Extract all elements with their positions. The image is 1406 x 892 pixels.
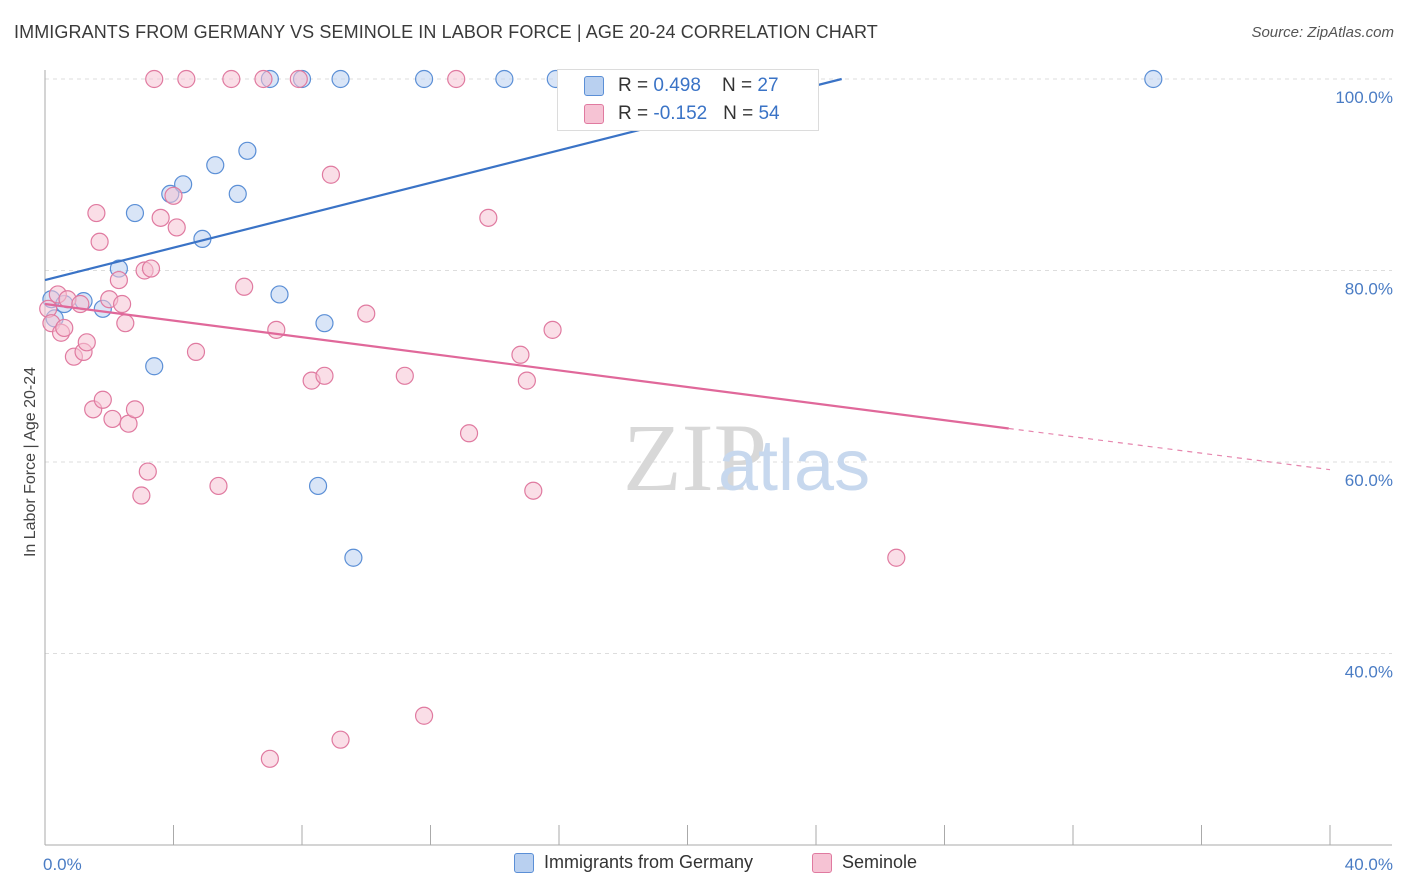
data-points xyxy=(39,69,1163,768)
y-tick-label: 80.0% xyxy=(1345,280,1393,299)
legend-item-seminole[interactable]: Seminole xyxy=(812,852,917,873)
n-value: 54 xyxy=(758,103,780,124)
data-point-blue xyxy=(331,69,350,89)
data-point-blue xyxy=(125,203,145,223)
data-point-pink xyxy=(331,730,350,749)
data-point-pink xyxy=(395,366,414,385)
data-point-pink xyxy=(315,366,334,385)
data-point-pink xyxy=(151,208,170,227)
n-value: 27 xyxy=(757,75,779,96)
y-tick-label: 100.0% xyxy=(1335,88,1393,107)
watermark-zip: ZIP xyxy=(623,404,767,511)
r-label: R = xyxy=(618,103,654,124)
data-point-pink xyxy=(141,259,161,278)
data-point-pink xyxy=(93,390,112,409)
data-point-pink xyxy=(186,342,206,361)
data-point-pink xyxy=(459,424,479,443)
legend-item-germany[interactable]: Immigrants from Germany xyxy=(514,852,753,873)
n-label: N = xyxy=(722,75,758,96)
data-point-pink xyxy=(109,270,128,290)
legend-label: Seminole xyxy=(842,852,918,872)
legend-label: Immigrants from Germany xyxy=(544,852,754,872)
data-point-pink xyxy=(414,706,434,725)
data-point-blue xyxy=(414,69,434,89)
n-label: N = xyxy=(723,103,759,124)
data-point-blue xyxy=(495,69,514,89)
data-point-pink xyxy=(543,320,562,339)
data-point-pink xyxy=(260,749,279,768)
series-legend: Immigrants from Germany Seminole xyxy=(0,852,1406,878)
data-point-pink xyxy=(112,294,132,314)
data-point-pink xyxy=(138,462,157,481)
data-point-blue xyxy=(238,141,257,160)
y-tick-label: 60.0% xyxy=(1345,471,1393,490)
legend-swatch-blue xyxy=(584,76,604,96)
legend-swatch-pink xyxy=(584,104,604,124)
data-point-pink xyxy=(177,69,196,89)
data-point-pink xyxy=(132,486,151,505)
x-tick-label: 0.0% xyxy=(43,855,82,874)
data-point-blue xyxy=(1144,69,1163,89)
trend-line-pink xyxy=(44,302,1009,430)
data-point-pink xyxy=(116,314,135,333)
data-point-pink xyxy=(267,320,286,339)
data-point-blue xyxy=(270,285,289,304)
watermark: ZIP atlas xyxy=(623,404,870,511)
source-label[interactable]: Source: ZipAtlas.com xyxy=(1251,24,1394,41)
correlation-legend: R = 0.498 N = 27 R = -0.152 N = 54 xyxy=(557,69,819,131)
data-point-pink xyxy=(87,203,106,223)
data-point-pink xyxy=(511,345,530,364)
data-point-pink xyxy=(321,165,341,184)
r-label: R = xyxy=(618,75,654,96)
data-point-pink xyxy=(289,69,308,89)
data-point-blue xyxy=(308,476,328,496)
y-tick-label: 40.0% xyxy=(1345,663,1393,682)
legend-row-germany: R = 0.498 N = 27 xyxy=(618,75,779,97)
trend-line-extension-pink xyxy=(1008,427,1331,471)
data-point-blue xyxy=(315,314,334,333)
data-point-pink xyxy=(145,69,164,89)
data-point-pink xyxy=(90,232,109,251)
tick-labels: 100.0% 80.0% 60.0% 40.0% 0.0% 40.0% In Labor F… xyxy=(22,88,1393,874)
data-point-pink xyxy=(517,371,536,390)
r-value: -0.152 xyxy=(653,103,708,124)
data-point-blue xyxy=(344,548,363,567)
data-point-pink xyxy=(77,333,96,352)
data-point-pink xyxy=(254,69,273,89)
legend-swatch-pink xyxy=(812,852,832,873)
data-point-blue xyxy=(206,156,225,175)
y-axis-title: In Labor Force | Age 20-24 xyxy=(22,367,39,557)
legend-swatch-blue xyxy=(514,852,534,873)
watermark-atlas: atlas xyxy=(718,426,870,506)
data-point-pink xyxy=(447,69,466,89)
data-point-pink xyxy=(235,277,254,296)
data-point-pink xyxy=(103,409,122,429)
data-point-pink xyxy=(55,318,74,338)
data-point-pink xyxy=(357,304,376,323)
x-tick-label: 40.0% xyxy=(1345,855,1393,874)
data-point-pink xyxy=(524,481,543,500)
data-point-pink xyxy=(222,69,241,89)
data-point-blue xyxy=(228,184,247,203)
data-point-pink xyxy=(164,186,183,205)
legend-row-seminole: R = -0.152 N = 54 xyxy=(618,103,780,125)
data-point-pink xyxy=(167,218,186,237)
gridlines xyxy=(45,78,1392,654)
axes xyxy=(44,70,1392,846)
r-value: 0.498 xyxy=(653,75,701,96)
data-point-pink xyxy=(887,548,906,567)
data-point-pink xyxy=(125,400,145,419)
data-point-blue xyxy=(145,357,164,376)
data-point-pink xyxy=(209,476,228,496)
data-point-pink xyxy=(479,208,498,227)
chart-title: IMMIGRANTS FROM GERMANY VS SEMINOLE IN L… xyxy=(14,22,878,42)
